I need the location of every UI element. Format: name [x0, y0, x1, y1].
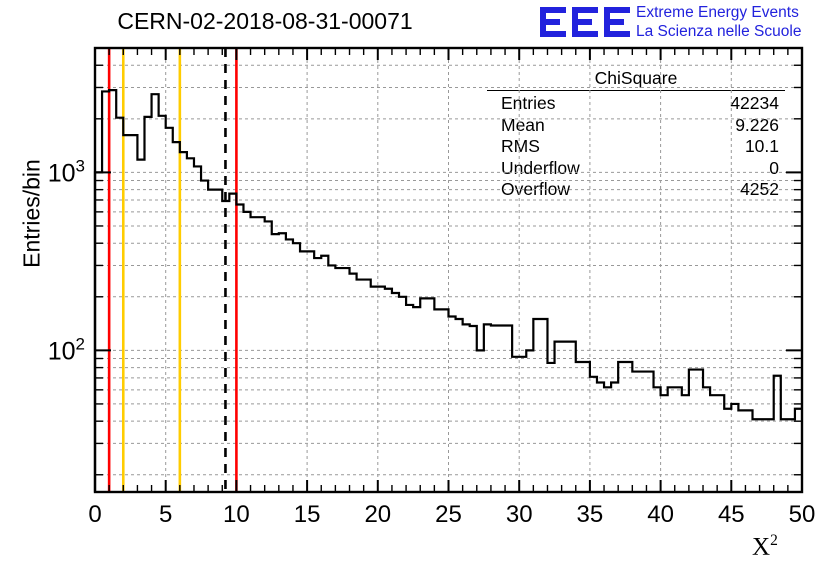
eee-logo: Extreme Energy Events La Scienza nelle S… [540, 3, 832, 43]
x-axis-title: Χ2 [752, 532, 778, 561]
stats-label: Overflow [501, 179, 571, 199]
x-tick-label: 20 [364, 501, 391, 528]
stats-row-entries: Entries 42234 [487, 93, 785, 115]
x-tick-label: 10 [223, 501, 250, 528]
stats-row-rms: RMS 10.1 [487, 136, 785, 158]
eee-logo-line2: La Scienza nelle Scuole [636, 23, 802, 40]
y-tick-label-exponent: 2 [76, 334, 85, 353]
stats-value: 4252 [740, 179, 779, 199]
marker-lines [107, 48, 238, 492]
stats-label: RMS [501, 136, 540, 156]
stats-value: 42234 [730, 93, 779, 113]
y-tick-label-exponent: 3 [76, 156, 85, 175]
stats-label: Entries [501, 93, 556, 113]
stats-label: Underflow [501, 157, 580, 178]
x-tick-label: 50 [789, 501, 816, 528]
stats-label: Mean [501, 114, 545, 135]
stats-row-overflow: Overflow 4252 [487, 179, 785, 201]
histogram-steps [93, 89, 802, 492]
stats-value: 9.226 [735, 114, 779, 135]
x-tick-label: 45 [718, 501, 745, 528]
eee-logo-line1: Extreme Energy Events [636, 4, 799, 21]
page-title: CERN-02-2018-08-31-00071 [117, 8, 413, 34]
x-tick-label: 0 [88, 501, 101, 528]
stats-row-underflow: Underflow 0 [487, 158, 785, 180]
axis-ticks [94, 47, 803, 492]
x-tick-label: 5 [159, 501, 172, 528]
x-tick-label: 15 [294, 501, 321, 528]
stats-title: ChiSquare [594, 68, 678, 88]
y-tick-label: 103 [48, 156, 85, 187]
statistics-box: ChiSquare Entries 42234 Mean 9.226 RMS 10.1 Un… [487, 68, 785, 201]
stats-row-mean: Mean 9.226 [487, 115, 785, 137]
x-tick-labels: 0 5 10 15 20 25 30 35 40 45 50 [88, 501, 815, 528]
x-tick-label: 35 [577, 501, 604, 528]
stats-divider [487, 90, 785, 91]
grid-lines [95, 47, 802, 492]
x-tick-label: 40 [647, 501, 674, 528]
stats-rows: Entries 42234 Mean 9.226 RMS 10.1 Underflow 0 Ov… [487, 93, 785, 201]
histogram-outline [93, 89, 802, 492]
eee-logo-mark [540, 7, 630, 37]
x-tick-label: 25 [435, 501, 462, 528]
x-tick-label: 30 [506, 501, 533, 528]
y-tick-label: 102 [48, 334, 85, 365]
stats-value: 10.1 [744, 136, 779, 156]
eee-logo-text: Extreme Energy Events La Scienza nelle S… [636, 3, 801, 41]
y-tick-labels: 102 103 [48, 156, 85, 365]
stats-value: 0 [769, 157, 779, 178]
